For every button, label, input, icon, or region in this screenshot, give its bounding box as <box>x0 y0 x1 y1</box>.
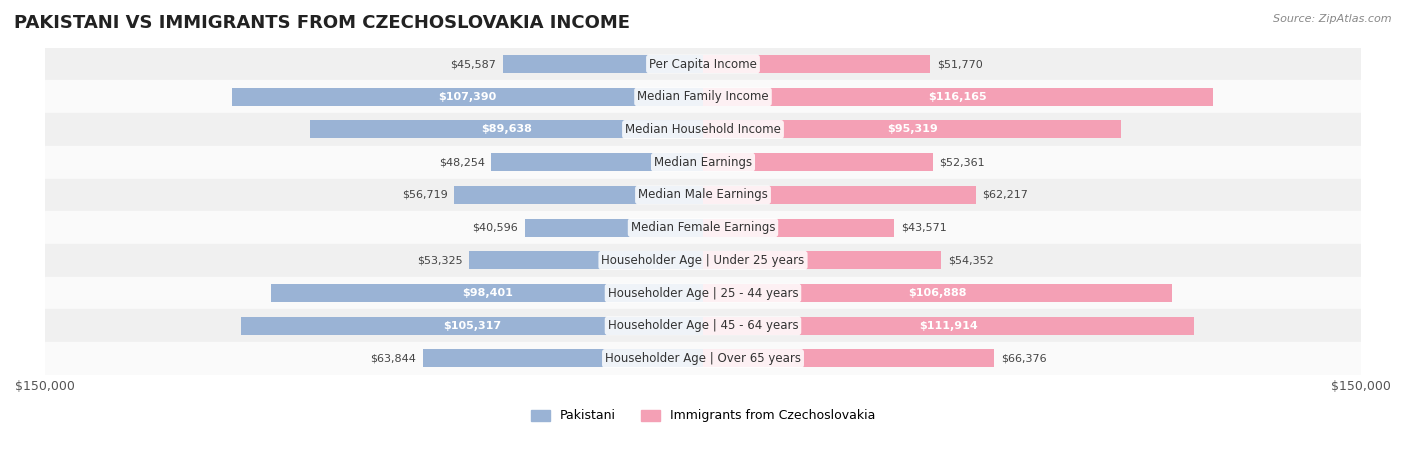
Bar <box>503 55 703 73</box>
Bar <box>703 251 942 269</box>
Bar <box>703 55 931 73</box>
Bar <box>491 153 703 171</box>
Text: Median Female Earnings: Median Female Earnings <box>631 221 775 234</box>
Text: Source: ZipAtlas.com: Source: ZipAtlas.com <box>1274 14 1392 24</box>
Bar <box>271 284 703 302</box>
Text: $63,844: $63,844 <box>370 354 416 363</box>
Text: Householder Age | 45 - 64 years: Householder Age | 45 - 64 years <box>607 319 799 333</box>
Bar <box>45 80 1361 113</box>
Text: $43,571: $43,571 <box>901 223 946 233</box>
Text: $95,319: $95,319 <box>887 125 938 134</box>
Text: Householder Age | Over 65 years: Householder Age | Over 65 years <box>605 352 801 365</box>
Bar <box>703 186 976 204</box>
Bar <box>423 349 703 368</box>
Text: $54,352: $54,352 <box>948 255 994 265</box>
Text: $66,376: $66,376 <box>1001 354 1046 363</box>
Bar <box>703 349 994 368</box>
Bar <box>454 186 703 204</box>
Bar <box>45 48 1361 80</box>
Bar <box>240 317 703 335</box>
Text: Householder Age | 25 - 44 years: Householder Age | 25 - 44 years <box>607 287 799 299</box>
Text: Median Household Income: Median Household Income <box>626 123 780 136</box>
Bar <box>309 120 703 139</box>
Bar <box>45 178 1361 211</box>
Bar <box>524 219 703 237</box>
Text: $89,638: $89,638 <box>481 125 531 134</box>
Text: $53,325: $53,325 <box>416 255 463 265</box>
Text: Per Capita Income: Per Capita Income <box>650 57 756 71</box>
Text: $40,596: $40,596 <box>472 223 519 233</box>
Text: $51,770: $51,770 <box>936 59 983 69</box>
Text: $98,401: $98,401 <box>461 288 513 298</box>
Text: $105,317: $105,317 <box>443 321 501 331</box>
Bar <box>45 244 1361 277</box>
Bar <box>45 113 1361 146</box>
Text: $56,719: $56,719 <box>402 190 447 200</box>
Text: $107,390: $107,390 <box>439 92 496 102</box>
Text: Median Male Earnings: Median Male Earnings <box>638 188 768 201</box>
Bar <box>470 251 703 269</box>
Text: PAKISTANI VS IMMIGRANTS FROM CZECHOSLOVAKIA INCOME: PAKISTANI VS IMMIGRANTS FROM CZECHOSLOVA… <box>14 14 630 32</box>
Bar <box>703 153 932 171</box>
Bar <box>703 317 1194 335</box>
Text: $45,587: $45,587 <box>450 59 496 69</box>
Bar <box>703 284 1173 302</box>
Text: $52,361: $52,361 <box>939 157 986 167</box>
Text: $48,254: $48,254 <box>439 157 485 167</box>
Text: $62,217: $62,217 <box>983 190 1028 200</box>
Text: Householder Age | Under 25 years: Householder Age | Under 25 years <box>602 254 804 267</box>
Bar <box>45 211 1361 244</box>
Text: Median Family Income: Median Family Income <box>637 90 769 103</box>
Bar <box>45 342 1361 375</box>
Text: $116,165: $116,165 <box>928 92 987 102</box>
Text: $106,888: $106,888 <box>908 288 967 298</box>
Bar <box>45 277 1361 310</box>
Bar <box>232 88 703 106</box>
Bar <box>45 146 1361 178</box>
Bar <box>703 88 1212 106</box>
Bar <box>703 120 1121 139</box>
Legend: Pakistani, Immigrants from Czechoslovakia: Pakistani, Immigrants from Czechoslovaki… <box>526 404 880 427</box>
Text: $111,914: $111,914 <box>920 321 977 331</box>
Bar <box>703 219 894 237</box>
Text: Median Earnings: Median Earnings <box>654 156 752 169</box>
Bar <box>45 310 1361 342</box>
